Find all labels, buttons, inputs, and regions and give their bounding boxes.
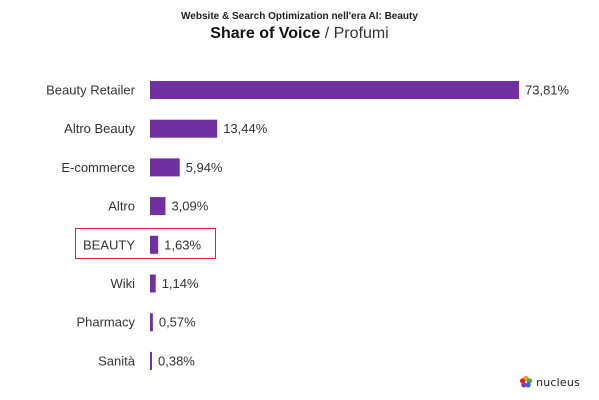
title-main: Share of Voice [210, 25, 321, 42]
category-label-beauty: BEAUTY [83, 237, 135, 252]
bar-wiki [150, 274, 156, 293]
value-label-beauty: 1,63% [164, 237, 201, 252]
logo-petal [525, 382, 531, 388]
nucleus-logo-icon [520, 375, 533, 388]
category-label-altro: Altro [108, 199, 135, 214]
value-label-pharmacy: 0,57% [159, 315, 196, 330]
bar-altro-beauty [150, 119, 218, 138]
logo-petal [521, 382, 527, 388]
bar-e-commerce [150, 158, 180, 177]
value-label-altro: 3,09% [171, 199, 208, 214]
category-label-sanita: Sanità [98, 353, 136, 368]
bar-beauty [150, 235, 159, 254]
bar-beauty-retailer [150, 81, 519, 99]
category-label-e-commerce: E-commerce [61, 160, 135, 175]
bar-sanita [150, 351, 152, 370]
category-label-altro-beauty: Altro Beauty [64, 121, 135, 136]
value-label-e-commerce: 5,94% [186, 160, 223, 175]
chart-title: Share of Voice / Profumi [0, 25, 599, 43]
value-label-sanita: 0,38% [158, 353, 195, 368]
logo-petal [520, 378, 526, 384]
logo-petal [526, 378, 533, 384]
title-sub: Profumi [333, 25, 389, 42]
category-label-beauty-retailer: Beauty Retailer [46, 83, 136, 98]
value-label-wiki: 1,14% [162, 276, 199, 291]
bar-altro [150, 197, 166, 216]
bar-pharmacy [150, 313, 153, 332]
highlight-box [75, 228, 216, 259]
logo-text: nucleus [536, 375, 580, 389]
chart-subtitle: Website & Search Optimization nell'era A… [181, 11, 418, 22]
nucleus-logo: nucleus [519, 375, 580, 389]
category-label-pharmacy: Pharmacy [76, 315, 135, 330]
value-label-beauty-retailer: 73,81% [525, 83, 570, 98]
title-separator: / [320, 25, 334, 42]
value-label-altro-beauty: 13,44% [223, 121, 268, 136]
category-label-wiki: Wiki [110, 276, 135, 291]
